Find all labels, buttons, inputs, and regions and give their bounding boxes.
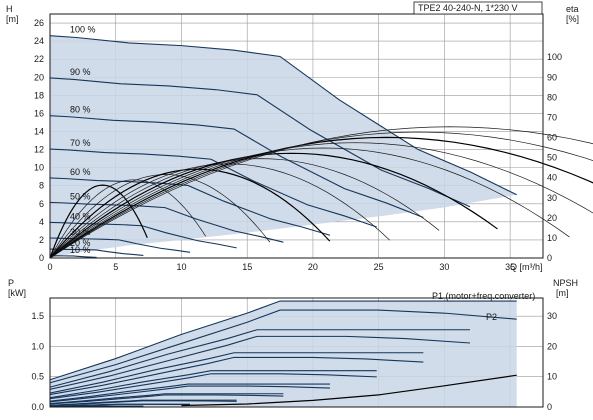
- p1-series-label: P1 (motor+freq.converter): [432, 291, 535, 301]
- eta-axis-unit: [%]: [566, 14, 579, 24]
- speed-label-90: 90 %: [70, 67, 91, 77]
- q-tick-label: 10: [176, 262, 186, 272]
- head-curve-10: [50, 256, 97, 258]
- speed-label-10: 10 %: [70, 245, 91, 255]
- h-tick-label: 4: [39, 217, 44, 227]
- eta-tick-label: 50: [547, 153, 557, 163]
- npsh-axis-unit: [m]: [556, 288, 569, 298]
- q-tick-label: 30: [439, 262, 449, 272]
- speed-label-100: 100 %: [70, 25, 96, 35]
- q-tick-label: 5: [113, 262, 118, 272]
- q-tick-label: 20: [308, 262, 318, 272]
- eta-tick-label: 40: [547, 173, 557, 183]
- h-tick-label: 26: [34, 18, 44, 28]
- h-tick-label: 8: [39, 181, 44, 191]
- eta-tick-label: 10: [547, 233, 557, 243]
- p2-series-label: P2: [486, 312, 497, 322]
- p-tick-label: 1.0: [31, 341, 44, 351]
- eta-tick-label: 20: [547, 213, 557, 223]
- p-tick-label: 1.5: [31, 311, 44, 321]
- eta-tick-label: 60: [547, 133, 557, 143]
- chart-title: TPE2 40-240-N, 1*230 V: [418, 3, 518, 13]
- eta-tick-label: 100: [547, 52, 562, 62]
- h-tick-label: 6: [39, 199, 44, 209]
- eta-tick-label: 90: [547, 72, 557, 82]
- npsh-tick-label: 30: [547, 311, 557, 321]
- speed-label-70: 70 %: [70, 138, 91, 148]
- npsh-tick-label: 0: [547, 402, 552, 412]
- q-tick-label: 15: [242, 262, 252, 272]
- speed-label-50: 50 %: [70, 191, 91, 201]
- h-axis-unit: [m]: [6, 14, 19, 24]
- power-envelope: [50, 301, 517, 407]
- q-tick-label: 25: [374, 262, 384, 272]
- npsh-tick-label: 10: [547, 372, 557, 382]
- h-tick-label: 14: [34, 126, 44, 136]
- p-tick-label: 0.5: [31, 372, 44, 382]
- npsh-axis-label: NPSH: [553, 278, 578, 288]
- npsh-tick-label: 20: [547, 341, 557, 351]
- p-axis-label: P: [8, 278, 14, 288]
- q-axis-label: Q [m³/h]: [510, 262, 543, 272]
- p-axis-unit: [kW]: [8, 288, 26, 298]
- h-tick-label: 18: [34, 90, 44, 100]
- h-tick-label: 22: [34, 54, 44, 64]
- p-tick-label: 0.0: [31, 402, 44, 412]
- eta-tick-label: 30: [547, 193, 557, 203]
- speed-label-80: 80 %: [70, 105, 91, 115]
- q-tick-label: 0: [47, 262, 52, 272]
- speed-label-60: 60 %: [70, 167, 91, 177]
- lower-chart: 0.0 0.5 1.0 1.5 0 10 20 30 P[kW] NPSH[m] P1 (motor…: [8, 278, 578, 412]
- h-axis-label: H: [6, 4, 13, 14]
- h-tick-label: 20: [34, 72, 44, 82]
- upper-chart: 100 %90 %80 %70 %60 %50 %40 %30 %20 %10 …: [6, 2, 593, 272]
- h-tick-label: 10: [34, 163, 44, 173]
- eta-tick-label: 70: [547, 112, 557, 122]
- eta-tick-label: 80: [547, 92, 557, 102]
- h-tick-label: 24: [34, 36, 44, 46]
- eta-axis-label: eta: [566, 4, 579, 14]
- eta-tick-label: 0: [547, 253, 552, 263]
- h-tick-label: 12: [34, 145, 44, 155]
- h-tick-label: 16: [34, 108, 44, 118]
- h-tick-label: 2: [39, 235, 44, 245]
- h-tick-label: 0: [39, 253, 44, 263]
